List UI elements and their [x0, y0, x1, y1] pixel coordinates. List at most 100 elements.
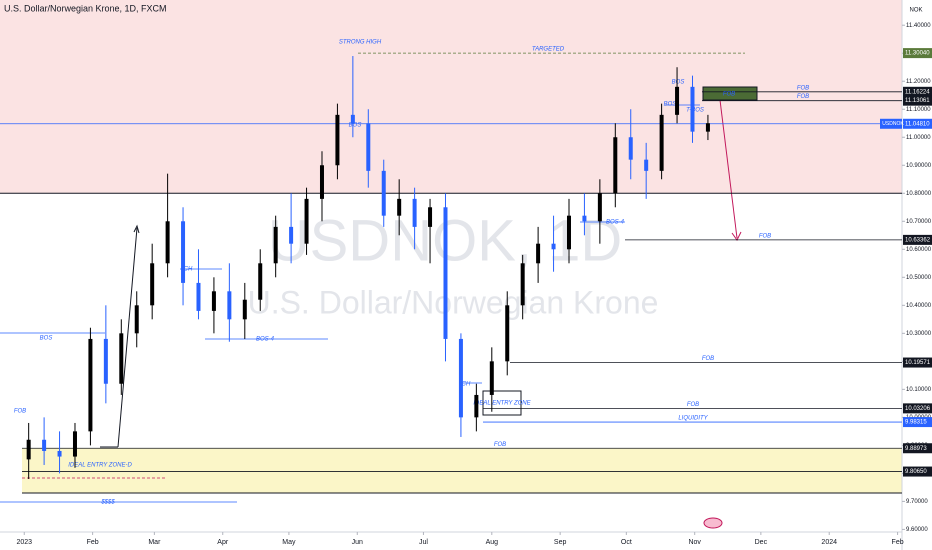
- y-tick-label: 10.70000: [906, 219, 932, 225]
- price-tag-name-bg: [880, 118, 902, 129]
- candle-body: [458, 338, 463, 418]
- price-tag-label: 11.13061: [905, 98, 930, 104]
- price-tag-label: 11.16224: [905, 89, 930, 95]
- candle-body: [335, 114, 340, 166]
- level-note: TARGETED: [532, 47, 565, 53]
- candle-body: [181, 221, 186, 283]
- candle-body: [242, 299, 247, 320]
- candle-body: [134, 305, 139, 334]
- x-tick-label: May: [282, 539, 296, 546]
- arrow-up-head: [133, 224, 140, 234]
- annotation: BOS: [664, 102, 677, 108]
- candle-body: [566, 215, 571, 250]
- price-tag: [903, 417, 932, 428]
- chart-title: U.S. Dollar/Norwegian Krone, 1D, FXCM: [4, 3, 167, 13]
- y-tick-label: 11.20000: [906, 79, 931, 85]
- candle-body: [443, 207, 448, 339]
- candle-body: [705, 123, 710, 132]
- price-tag: [903, 234, 932, 245]
- candle-body: [150, 263, 155, 306]
- annotation: BOS: [349, 123, 362, 129]
- candle-body: [88, 338, 93, 432]
- candle-body: [659, 114, 664, 171]
- annotation: IDEAL ENTRY ZONE: [473, 401, 531, 407]
- price-tag-label: 10.19571: [905, 360, 931, 366]
- price-tag: [903, 403, 932, 414]
- candle-body: [690, 86, 695, 132]
- x-tick-label: Aug: [486, 539, 499, 546]
- candle-body: [505, 305, 510, 362]
- x-tick-label: Nov: [688, 539, 701, 546]
- candle-body: [211, 291, 216, 311]
- annotation: BOS: [40, 336, 53, 342]
- candle-body: [72, 431, 77, 457]
- candle-body: [644, 159, 649, 171]
- y-tick-label: 9.60000: [906, 527, 928, 533]
- annotation: CH: [462, 382, 471, 388]
- annotation: BOS-4: [256, 337, 275, 343]
- price-tag: [903, 443, 932, 454]
- candle-body: [304, 198, 309, 244]
- x-tick-label: Dec: [755, 539, 768, 546]
- level-note: FOB: [702, 356, 714, 362]
- candle-body: [196, 282, 201, 311]
- price-tag-label: 11.30040: [905, 51, 930, 57]
- candle-body: [273, 226, 278, 264]
- y-tick-label: 10.50000: [906, 275, 932, 281]
- candle-body: [119, 333, 124, 384]
- y-tick-label: 10.80000: [906, 191, 932, 197]
- annotation: BOS-4: [606, 220, 625, 226]
- candle-body: [57, 450, 62, 457]
- annotation: $$$$: [100, 500, 115, 506]
- price-tag-label: 9.88973: [905, 446, 927, 452]
- level-note: FOB: [494, 442, 506, 448]
- x-tick-label: Oct: [621, 539, 632, 546]
- candle-body: [319, 165, 324, 199]
- x-tick-label: Sep: [554, 539, 567, 546]
- watermark-subtitle: U.S. Dollar/Norwegian Krone: [248, 284, 659, 320]
- price-tag-label: 11.04810: [905, 121, 930, 127]
- candle-body: [520, 263, 525, 306]
- x-tick-label: 2023: [16, 539, 32, 546]
- annotation: BOS: [672, 80, 685, 86]
- arrow-down: [719, 99, 738, 239]
- price-tag: [903, 466, 932, 477]
- y-tick-label: 9.70000: [906, 499, 928, 505]
- price-tag-label: 10.63362: [905, 237, 931, 243]
- candle-body: [366, 123, 371, 171]
- x-tick-label: Jun: [352, 539, 363, 546]
- candle-body: [165, 221, 170, 264]
- candle-body: [628, 137, 633, 160]
- annotation: FOB: [14, 409, 26, 415]
- y-tick-label: 10.90000: [906, 163, 932, 169]
- x-tick-label: 2024: [821, 539, 837, 546]
- candle-body: [412, 198, 417, 227]
- entry-box: [482, 390, 522, 416]
- annotation: STRONG HIGH: [339, 40, 382, 46]
- zone: [22, 448, 902, 493]
- candle-body: [397, 198, 402, 216]
- candle-body: [381, 170, 386, 216]
- y-tick-label: 10.30000: [906, 331, 932, 337]
- candle-body: [103, 338, 108, 384]
- candle-body: [474, 394, 479, 418]
- level-note: FOB: [759, 233, 771, 239]
- x-tick-label: Feb: [892, 539, 904, 546]
- price-tag-name: USDNOK: [882, 121, 904, 127]
- level-note: LIQUIDITY: [678, 416, 708, 422]
- level-note: FOB: [687, 402, 699, 408]
- price-tag: [903, 95, 932, 106]
- candle-body: [227, 291, 232, 320]
- annotation: T-BOS: [686, 108, 704, 114]
- y-tick-label: 10.40000: [906, 303, 932, 309]
- y-tick-label: 11.10000: [906, 107, 931, 113]
- candle-body: [428, 207, 433, 227]
- candle-body: [489, 361, 494, 395]
- y-tick-label: 11.00000: [906, 135, 931, 141]
- candle-body: [613, 137, 618, 194]
- zone: [0, 0, 902, 194]
- price-tag-label: 10.03206: [905, 406, 931, 412]
- price-tag-label: 9.80650: [905, 469, 927, 475]
- candle-body: [289, 226, 294, 244]
